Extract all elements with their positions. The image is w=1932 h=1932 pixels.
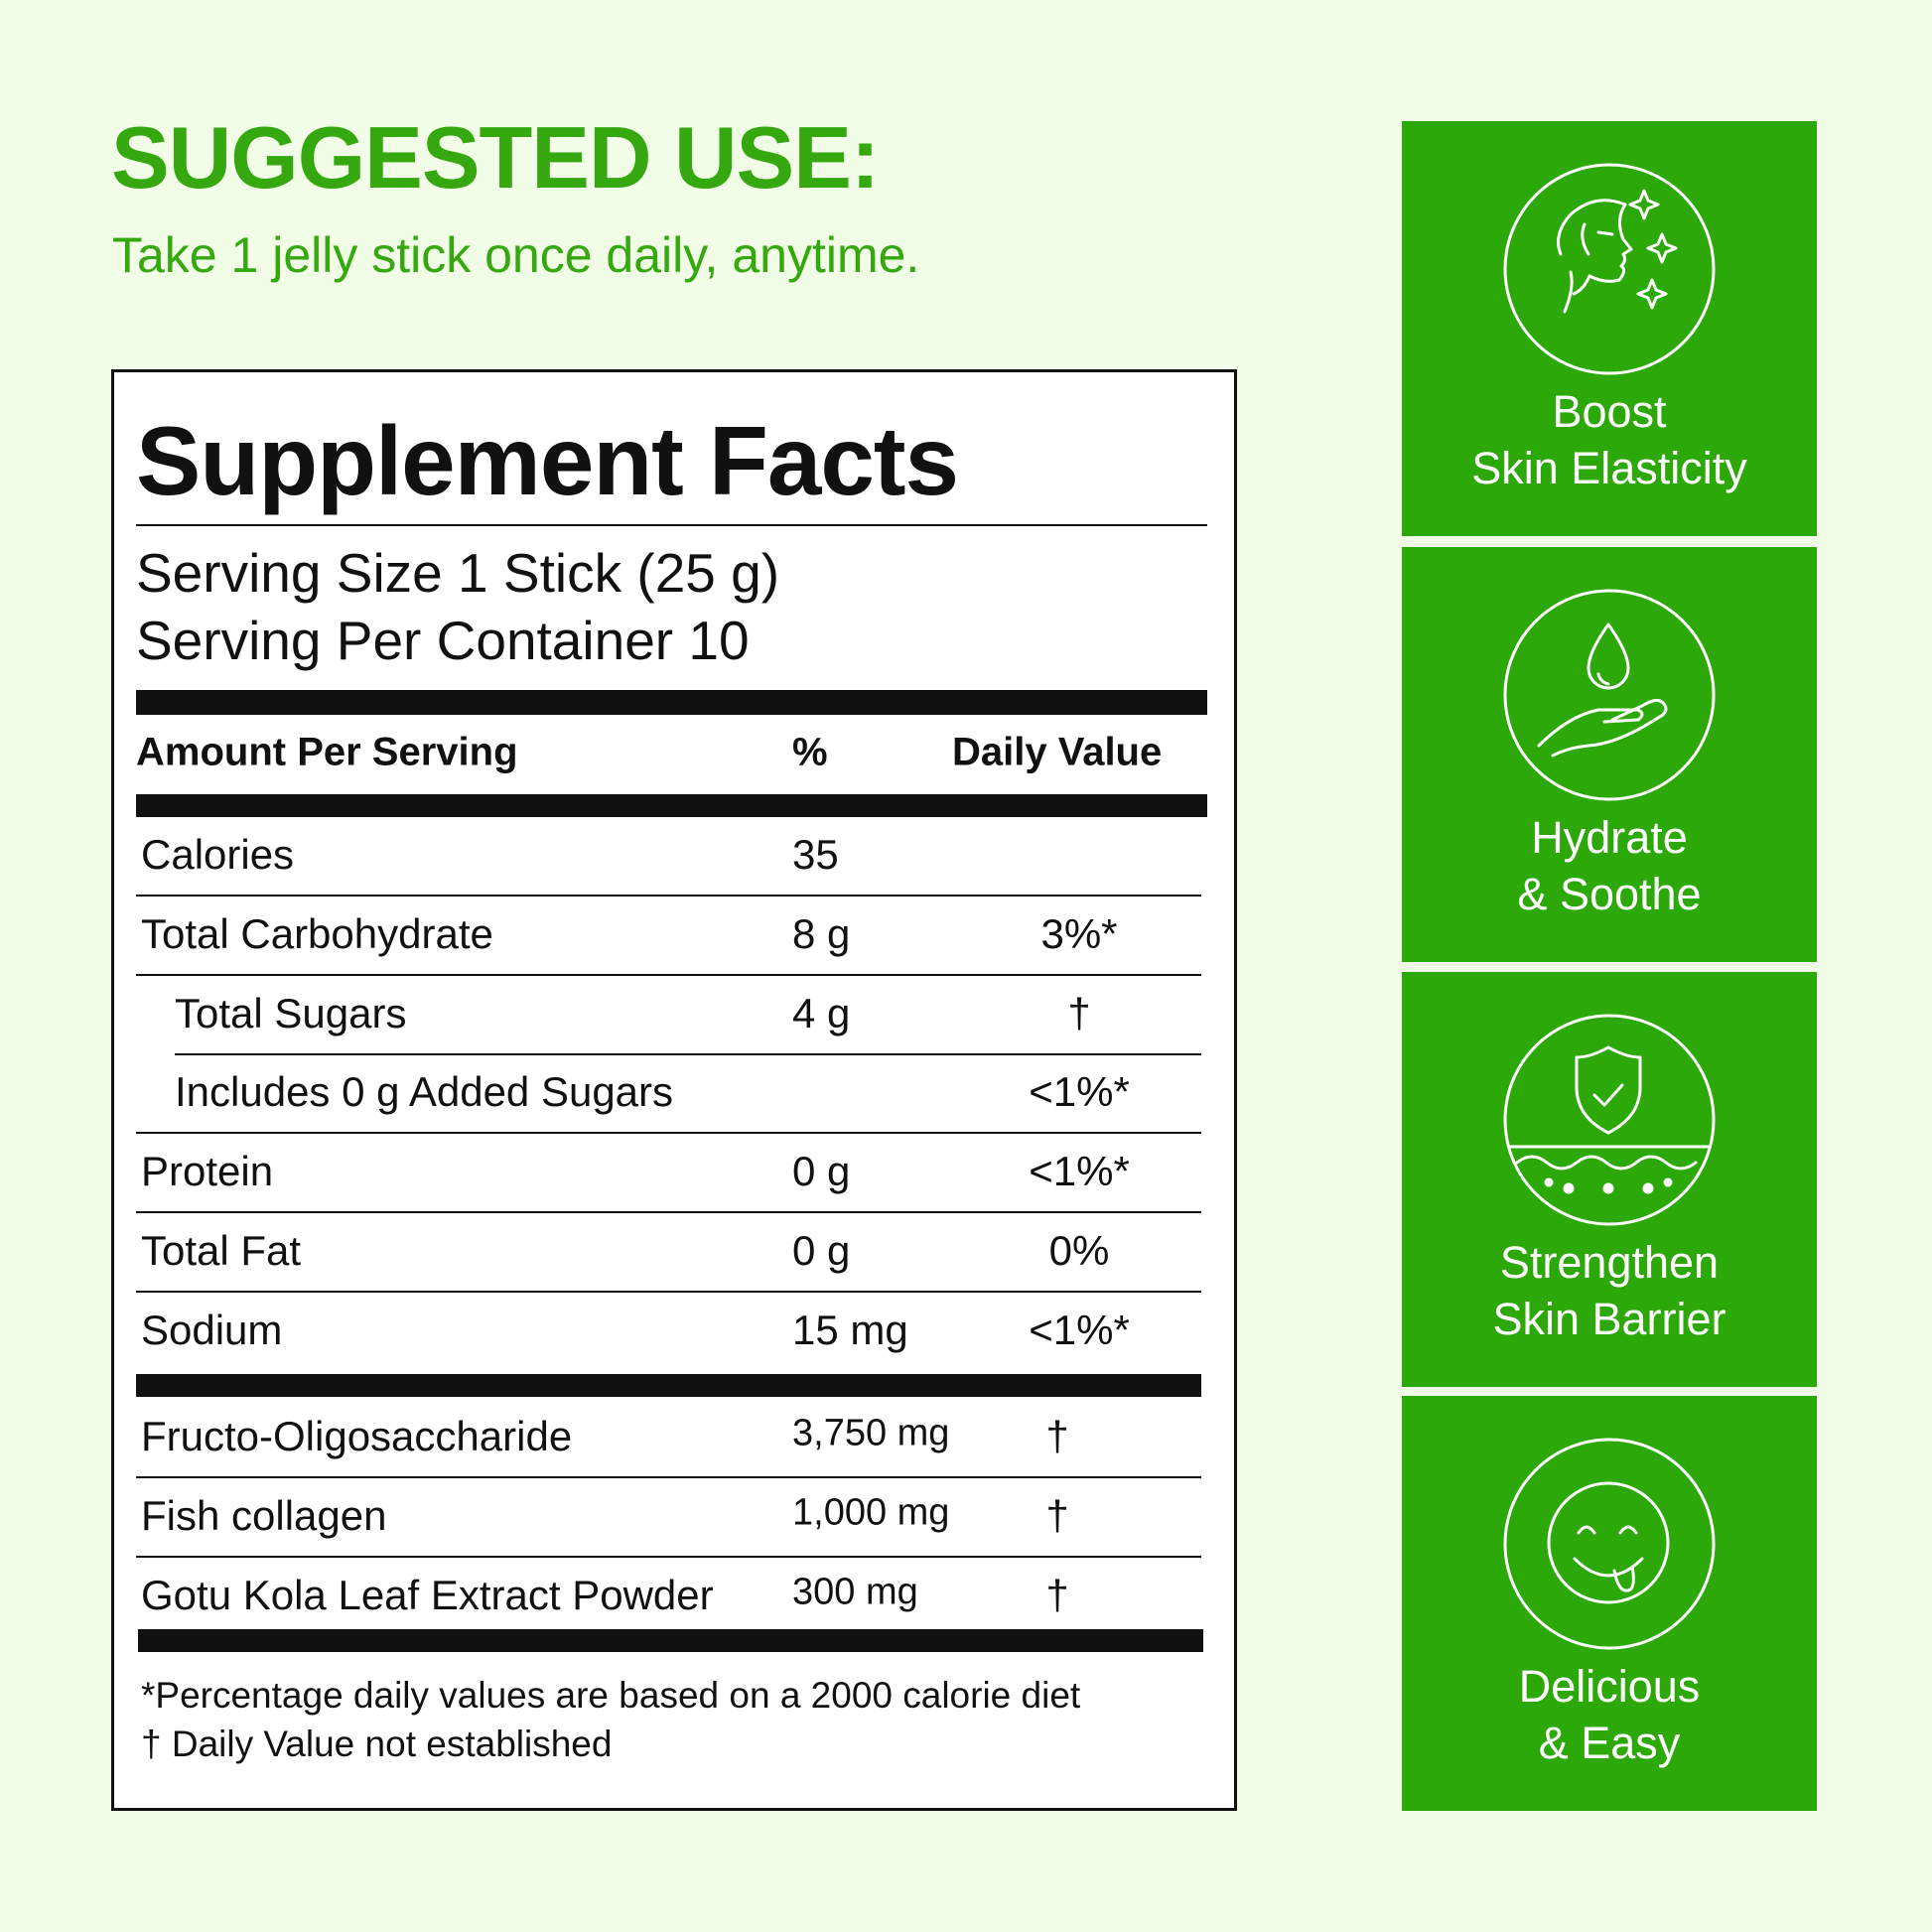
nutrient-amount: 8 g bbox=[792, 909, 851, 957]
nutrient-amount: 35 bbox=[792, 831, 839, 878]
title: SUGGESTED USE: bbox=[111, 108, 880, 207]
benefit-panel: Boost Skin Elasticity bbox=[1402, 121, 1817, 536]
ingredient-amount: 300 mg bbox=[792, 1571, 918, 1613]
rule bbox=[136, 524, 1207, 526]
nutrient-name: Includes 0 g Added Sugars bbox=[175, 1068, 674, 1116]
nutrient-name: Sodium bbox=[141, 1306, 283, 1353]
nutrient-dv: 3%* bbox=[1040, 909, 1118, 957]
rule bbox=[136, 1132, 1201, 1135]
ingredient-dv: † bbox=[1045, 1572, 1069, 1618]
facts-title: Supplement Facts bbox=[136, 406, 959, 515]
benefit-icon bbox=[1503, 163, 1716, 375]
benefit-icon bbox=[1503, 589, 1716, 801]
benefit-panel: Strengthen Skin Barrier bbox=[1402, 972, 1817, 1387]
nutrient-dv: <1%* bbox=[1029, 1068, 1130, 1116]
column-header: Amount Per Serving bbox=[136, 730, 518, 774]
benefit-label: & Soothe bbox=[1517, 869, 1702, 919]
subtitle: Take 1 jelly stick once daily, anytime. bbox=[112, 227, 920, 283]
nutrient-name: Total Carbohydrate bbox=[141, 909, 493, 957]
nutrient-amount: 0 g bbox=[792, 1227, 851, 1274]
rule bbox=[136, 895, 1201, 897]
benefit-label: Delicious bbox=[1518, 1661, 1701, 1712]
benefit-icon bbox=[1503, 1438, 1716, 1650]
ingredient-dv: † bbox=[1045, 1413, 1069, 1459]
rule bbox=[175, 1052, 1201, 1055]
ingredient-amount: 3,750 mg bbox=[792, 1412, 950, 1454]
benefit-panel: Hydrate & Soothe bbox=[1402, 547, 1817, 962]
column-header: % bbox=[792, 730, 828, 774]
nutrient-dv: † bbox=[1067, 989, 1091, 1036]
nutrient-dv: <1%* bbox=[1029, 1306, 1130, 1353]
footnote: *Percentage daily values are based on a … bbox=[141, 1675, 1081, 1716]
ingredient-name: Fish collagen bbox=[141, 1492, 387, 1539]
ingredient-name: Fructo-Oligosaccharide bbox=[141, 1413, 573, 1459]
ingredient-dv: † bbox=[1045, 1492, 1069, 1539]
ingredient-name: Gotu Kola Leaf Extract Powder bbox=[141, 1572, 714, 1618]
rule bbox=[136, 1291, 1201, 1293]
benefit-panel: Delicious & Easy bbox=[1402, 1396, 1817, 1811]
nutrient-amount: 4 g bbox=[792, 989, 851, 1036]
nutrient-amount: 0 g bbox=[792, 1148, 851, 1195]
footnote: † Daily Value not established bbox=[141, 1724, 613, 1764]
nutrient-dv: <1%* bbox=[1029, 1148, 1130, 1195]
rule bbox=[136, 1374, 1201, 1397]
serving-size: Serving Size 1 Stick (25 g) bbox=[136, 542, 780, 604]
column-header: Daily Value bbox=[952, 730, 1163, 774]
rule bbox=[136, 794, 1207, 817]
rule bbox=[136, 1476, 1201, 1478]
nutrient-dv: 0% bbox=[1048, 1227, 1110, 1274]
benefit-icon bbox=[1503, 1014, 1716, 1226]
benefit-label: Skin Barrier bbox=[1492, 1294, 1726, 1344]
benefit-label: Boost bbox=[1552, 386, 1667, 437]
benefit-label: Strengthen bbox=[1499, 1237, 1720, 1288]
nutrient-name: Calories bbox=[141, 831, 295, 878]
nutrient-name: Protein bbox=[141, 1148, 274, 1195]
rule bbox=[136, 690, 1207, 715]
nutrient-name: Total Fat bbox=[141, 1227, 302, 1274]
ingredient-amount: 1,000 mg bbox=[792, 1491, 950, 1534]
benefit-label: & Easy bbox=[1538, 1718, 1681, 1768]
rule bbox=[136, 973, 1201, 976]
benefit-label: Skin Elasticity bbox=[1471, 443, 1747, 493]
rule bbox=[136, 1211, 1201, 1214]
nutrient-name: Total Sugars bbox=[175, 989, 407, 1036]
rule bbox=[136, 1556, 1201, 1558]
facts-box bbox=[111, 369, 1237, 1811]
rule bbox=[138, 1629, 1203, 1652]
nutrient-amount: 15 mg bbox=[792, 1306, 908, 1353]
benefit-label: Hydrate bbox=[1531, 812, 1688, 863]
servings-per-container: Serving Per Container 10 bbox=[136, 610, 750, 671]
